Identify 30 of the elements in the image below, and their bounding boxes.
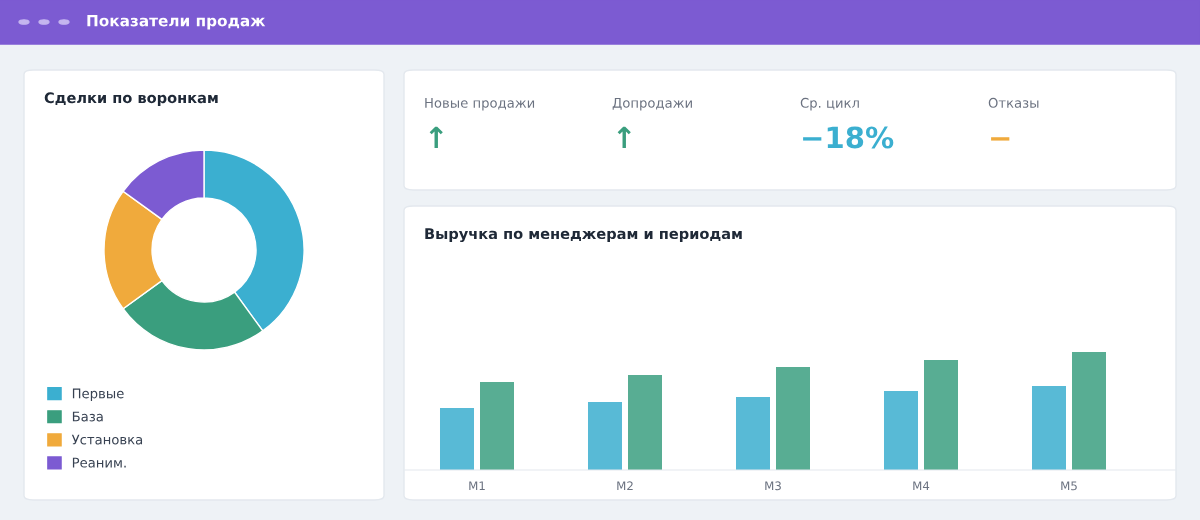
text: Показатели продаж	[87, 15, 266, 30]
bar	[776, 366, 810, 470]
text: ↑	[429, 126, 443, 149]
category-label: Отказы	[988, 97, 1039, 108]
bar	[924, 360, 958, 470]
category-label: Новые продажи	[425, 98, 535, 111]
bar	[480, 381, 514, 470]
bar	[588, 402, 622, 470]
bar	[736, 396, 770, 470]
chart-title: Сделки по воронкам	[44, 92, 218, 107]
legend-label: Установка	[71, 434, 143, 445]
x-tick-label: M1	[469, 481, 485, 491]
legend-label: Реаним.	[72, 457, 126, 468]
bar	[628, 375, 662, 470]
text: −18%	[803, 126, 894, 149]
category-label: Допродажи	[612, 98, 692, 111]
x-tick-label: M3	[765, 481, 781, 491]
category-label: Ср. цикл	[800, 97, 859, 111]
chart-title: Выручка по менеджерам и периодам	[425, 228, 742, 243]
bar	[1072, 352, 1106, 470]
bar	[884, 391, 918, 470]
text: ↑	[617, 126, 631, 149]
legend-label: Первые	[72, 388, 124, 401]
legend-label: База	[72, 411, 103, 422]
x-tick-label: M5	[1061, 481, 1077, 491]
x-tick-label: M2	[617, 481, 633, 491]
text: −	[991, 137, 1010, 141]
bar	[440, 408, 474, 470]
x-tick-label: M4	[913, 481, 930, 491]
bar	[1032, 385, 1066, 470]
